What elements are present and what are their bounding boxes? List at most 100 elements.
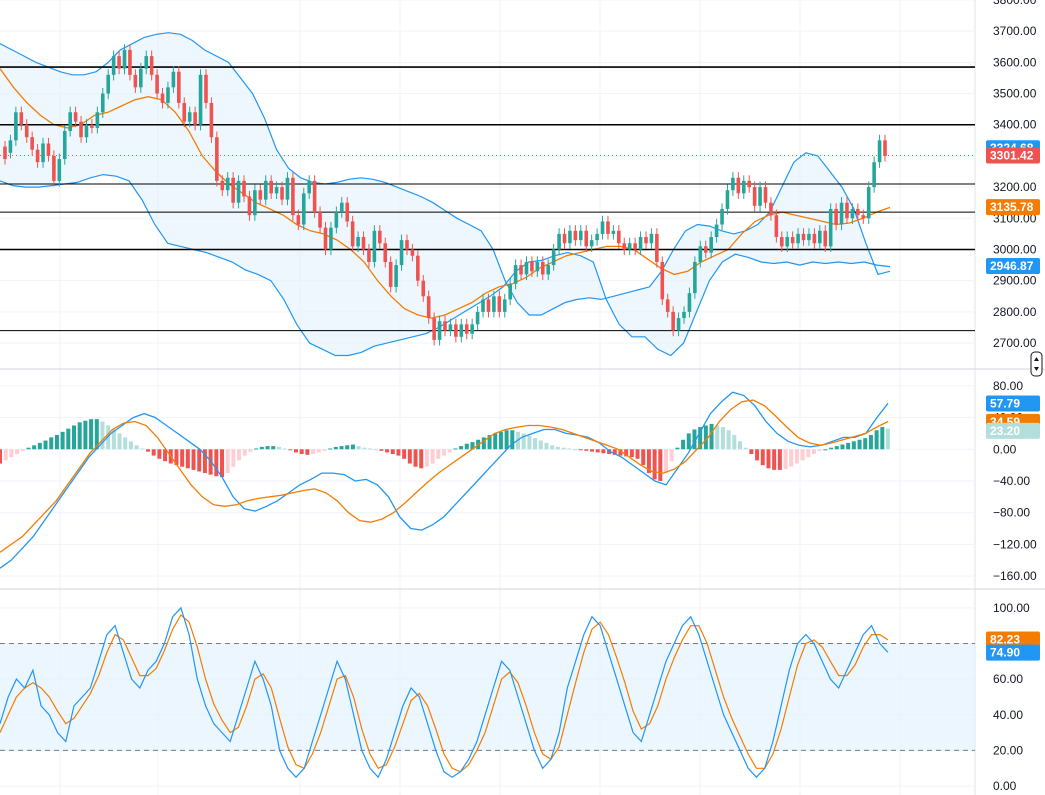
candle[interactable] [709, 231, 713, 259]
candle[interactable] [464, 318, 469, 340]
candle[interactable] [19, 106, 24, 131]
candle[interactable] [220, 175, 225, 196]
candle[interactable] [622, 237, 627, 256]
candle[interactable] [568, 225, 572, 249]
candle[interactable] [845, 197, 849, 224]
candle[interactable] [774, 209, 779, 243]
candle[interactable] [198, 69, 203, 131]
candle[interactable] [682, 306, 686, 324]
candle[interactable] [236, 175, 241, 209]
candle[interactable] [177, 66, 181, 109]
candle[interactable] [649, 228, 654, 249]
candle[interactable] [584, 225, 589, 252]
candle[interactable] [627, 237, 632, 256]
candle[interactable] [856, 203, 860, 221]
candle[interactable] [883, 134, 887, 162]
candle[interactable] [731, 172, 735, 196]
pane-resize-handle[interactable] [1030, 351, 1043, 377]
stochastic-panel[interactable] [0, 606, 975, 779]
candle[interactable] [111, 50, 116, 81]
candle[interactable] [182, 97, 187, 128]
candle[interactable] [459, 318, 464, 343]
candle[interactable] [301, 187, 306, 231]
candle[interactable] [486, 293, 491, 318]
candle[interactable] [524, 256, 529, 281]
candle[interactable] [263, 175, 268, 206]
candle[interactable] [122, 44, 127, 75]
candle[interactable] [698, 240, 703, 268]
candle[interactable] [671, 306, 675, 337]
candle[interactable] [823, 225, 828, 252]
candle[interactable] [519, 259, 523, 281]
candle[interactable] [655, 228, 659, 268]
candle[interactable] [155, 69, 159, 100]
candle[interactable] [410, 243, 415, 262]
candle[interactable] [801, 228, 806, 246]
candle[interactable] [443, 315, 447, 337]
candle[interactable] [280, 181, 284, 206]
candle[interactable] [247, 190, 252, 221]
candle[interactable] [448, 318, 453, 337]
candle[interactable] [334, 206, 339, 234]
candle[interactable] [720, 203, 724, 231]
candle[interactable] [187, 106, 192, 128]
candle[interactable] [307, 175, 311, 199]
candle[interactable] [850, 203, 855, 224]
candle[interactable] [426, 290, 431, 324]
panel-dividers[interactable] [0, 351, 1045, 590]
candle[interactable] [513, 259, 518, 290]
candle[interactable] [540, 256, 545, 281]
candle[interactable] [378, 225, 382, 249]
candle[interactable] [475, 306, 480, 330]
candle[interactable] [253, 184, 257, 221]
candle[interactable] [296, 209, 301, 231]
candle[interactable] [595, 228, 599, 246]
candle[interactable] [285, 172, 290, 206]
candle[interactable] [171, 66, 176, 93]
candle[interactable] [356, 231, 360, 252]
candle[interactable] [79, 116, 83, 143]
candle[interactable] [405, 234, 409, 256]
candle[interactable] [454, 318, 458, 343]
candle[interactable] [693, 256, 697, 299]
candle[interactable] [579, 225, 583, 246]
candle[interactable] [600, 215, 605, 240]
candle[interactable] [790, 231, 795, 249]
candle[interactable] [35, 144, 40, 168]
candle[interactable] [638, 231, 643, 256]
candle[interactable] [291, 172, 295, 221]
candle[interactable] [41, 137, 45, 168]
candle[interactable] [665, 293, 670, 318]
candle[interactable] [508, 278, 512, 306]
candle[interactable] [497, 290, 502, 318]
candle[interactable] [818, 225, 822, 249]
candle[interactable] [606, 215, 610, 240]
candle[interactable] [785, 231, 790, 252]
candle[interactable] [633, 237, 637, 256]
candle[interactable] [399, 234, 404, 271]
candle[interactable] [361, 231, 366, 256]
candle[interactable] [193, 106, 197, 131]
candle[interactable] [383, 237, 388, 268]
candle[interactable] [394, 259, 398, 293]
candle[interactable] [796, 228, 800, 249]
candle[interactable] [166, 81, 170, 109]
candle[interactable] [52, 150, 56, 187]
candle[interactable] [46, 137, 51, 162]
candle[interactable] [57, 153, 62, 187]
candle[interactable] [84, 119, 89, 143]
candle[interactable] [535, 256, 540, 277]
candle[interactable] [106, 69, 111, 100]
candle[interactable] [231, 172, 235, 209]
candle[interactable] [90, 119, 94, 134]
candle[interactable] [714, 218, 719, 243]
candle[interactable] [139, 62, 143, 93]
candle[interactable] [432, 312, 436, 346]
candle[interactable] [470, 318, 474, 340]
candle[interactable] [611, 225, 616, 240]
candle[interactable] [62, 125, 67, 165]
candle[interactable] [14, 106, 18, 146]
candle[interactable] [144, 50, 149, 75]
candle[interactable] [573, 225, 578, 246]
candle[interactable] [562, 228, 567, 249]
